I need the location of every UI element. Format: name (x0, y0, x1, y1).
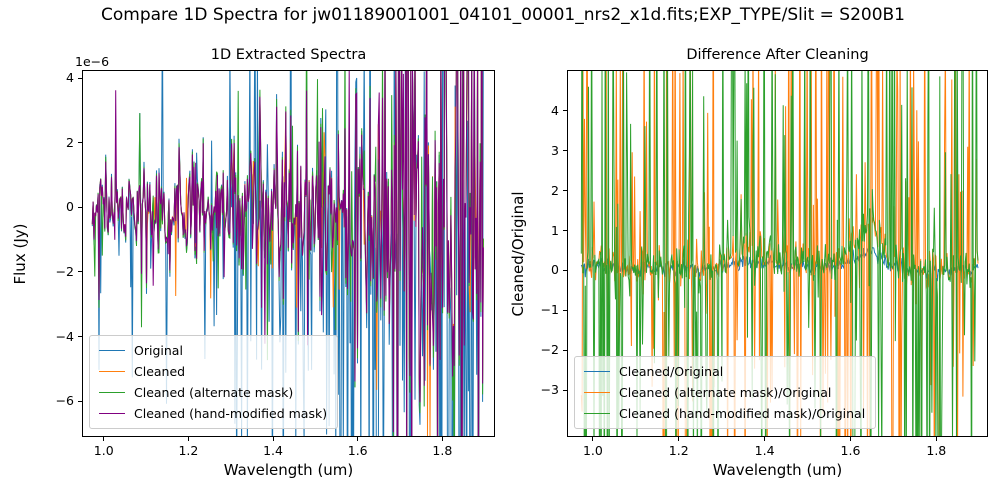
y-tick-label: −3 (540, 382, 559, 398)
y-tick-label: 3 (551, 142, 559, 158)
legend-label: Cleaned/Original (619, 364, 724, 379)
y-tick-label: −2 (55, 263, 74, 279)
x-tick-mark (849, 437, 851, 441)
y-tick-mark (563, 230, 567, 232)
plot2-xlabel: Wavelength (um) (712, 461, 843, 479)
legend-line-sample (584, 392, 610, 393)
y-tick-mark (78, 142, 82, 144)
y-tick-label: 4 (66, 70, 74, 86)
x-tick-label: 1.4 (754, 443, 775, 458)
x-tick-mark (103, 437, 105, 441)
x-tick-mark (441, 437, 443, 441)
y-tick-label: −6 (55, 393, 74, 409)
plot1-xlabel: Wavelength (um) (223, 461, 354, 479)
legend-line-sample (99, 371, 125, 372)
legend-label: Cleaned (hand-modified mask) (134, 406, 328, 421)
y-tick-mark (563, 190, 567, 192)
x-tick-label: 1.8 (432, 443, 453, 458)
plot1-legend: Original Cleaned Cleaned (alternate mask) C… (89, 335, 339, 429)
x-tick-label: 1.8 (926, 443, 947, 458)
y-tick-label: −1 (540, 302, 559, 318)
y-tick-mark (563, 309, 567, 311)
plot1-title: 1D Extracted Spectra (210, 47, 367, 63)
legend-item: Cleaned (hand-modified mask)/Original (584, 403, 865, 424)
series-line (91, 71, 484, 436)
x-tick-mark (357, 437, 359, 441)
plot1-offset-text: 1e−6 (75, 54, 110, 69)
x-tick-label: 1.0 (93, 443, 114, 458)
legend-item: Cleaned (99, 361, 327, 382)
legend-line-sample (99, 392, 125, 393)
y-tick-mark (563, 150, 567, 152)
figure-title: Compare 1D Spectra for jw01189001001_041… (101, 5, 905, 25)
y-tick-mark (78, 336, 82, 337)
y-tick-label: 2 (551, 182, 559, 198)
x-tick-label: 1.2 (668, 443, 689, 458)
y-tick-label: 1 (551, 222, 559, 238)
plot2-legend: Cleaned/Original Cleaned (alternate mask)… (574, 356, 877, 429)
x-tick-label: 1.0 (582, 443, 603, 458)
y-tick-label: 0 (551, 262, 559, 278)
legend-label: Cleaned (alternate mask)/Original (619, 385, 832, 400)
y-tick-label: −4 (55, 328, 74, 344)
x-tick-label: 1.6 (840, 443, 861, 458)
plot1-canvas (91, 71, 484, 436)
x-tick-mark (272, 437, 274, 441)
legend-item: Cleaned (hand-modified mask) (99, 403, 327, 424)
y-tick-label: 0 (66, 199, 74, 215)
plot2-canvas (580, 71, 979, 436)
y-tick-label: 4 (551, 102, 559, 118)
legend-item: Original (99, 340, 327, 361)
legend-item: Cleaned/Original (584, 361, 865, 382)
legend-line-sample (584, 413, 610, 414)
y-tick-mark (78, 271, 82, 273)
y-tick-mark (563, 110, 567, 112)
y-tick-label: 2 (66, 134, 74, 150)
x-tick-label: 1.4 (263, 443, 283, 458)
legend-label: Cleaned (134, 364, 186, 379)
legend-line-sample (99, 350, 125, 351)
series-line (580, 71, 979, 436)
legend-item: Cleaned (alternate mask)/Original (584, 382, 865, 403)
y-tick-mark (78, 400, 82, 402)
y-tick-mark (78, 206, 82, 208)
y-tick-mark (563, 389, 567, 391)
legend-label: Cleaned (alternate mask) (134, 385, 294, 400)
x-tick-mark (678, 437, 680, 441)
y-tick-mark (78, 77, 82, 79)
y-tick-label: −2 (540, 342, 559, 358)
plot1-ylabel: Flux (Jy) (11, 223, 29, 285)
x-tick-label: 1.2 (178, 443, 199, 458)
legend-label: Cleaned (hand-modified mask)/Original (619, 406, 866, 421)
legend-line-sample (584, 371, 610, 372)
legend-line-sample (99, 413, 125, 414)
plot2-title: Difference After Cleaning (686, 47, 869, 63)
x-tick-label: 1.6 (347, 443, 368, 458)
y-tick-mark (563, 269, 567, 271)
legend-item: Cleaned (alternate mask) (99, 382, 327, 403)
plot1-axes: Original Cleaned Cleaned (alternate mask) C… (82, 70, 495, 437)
x-tick-mark (764, 437, 766, 441)
legend-label: Original (134, 343, 183, 358)
x-tick-mark (592, 437, 594, 441)
y-tick-mark (563, 349, 567, 351)
plot2-axes: Cleaned/Original Cleaned (alternate mask)… (567, 70, 988, 437)
x-tick-mark (187, 437, 189, 441)
x-tick-mark (935, 437, 937, 441)
